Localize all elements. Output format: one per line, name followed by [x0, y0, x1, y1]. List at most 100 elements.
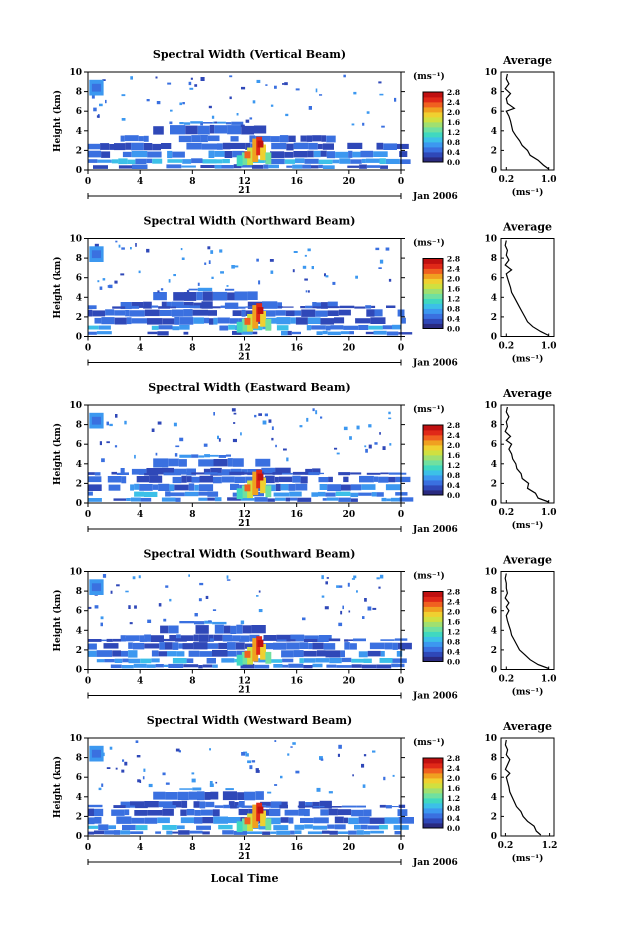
heatmap-cell: [204, 317, 209, 324]
heatmap-cell: [218, 642, 228, 649]
heatmap-cell: [217, 317, 230, 324]
heatmap-cell: [351, 123, 355, 126]
heatmap-cell: [236, 821, 243, 833]
heatmap-cell: [132, 642, 145, 650]
heatmap-cell: [312, 642, 324, 650]
heatmap-cell: [389, 443, 392, 446]
heatmap-cell: [219, 249, 223, 253]
colorbar-swatch: [423, 773, 443, 779]
heatmap-cell: [184, 491, 199, 497]
heatmap-cell: [230, 625, 237, 634]
heatmap-cell: [318, 491, 326, 497]
y-tick-label: 2: [76, 479, 82, 489]
heatmap-cell: [198, 497, 208, 501]
heatmap-cell: [106, 767, 111, 769]
heatmap-cell: [207, 491, 219, 497]
panel-title: Spectral Width (Vertical Beam): [153, 48, 346, 61]
heatmap-cell: [303, 658, 316, 663]
colorbar-swatch: [423, 636, 443, 642]
date-label: Jan 2006: [412, 192, 458, 202]
heatmap-cell: [114, 310, 126, 316]
heatmap-cell: [160, 625, 169, 634]
heatmap-cell: [291, 331, 301, 335]
heatmap-cell: [383, 776, 386, 781]
heatmap-cell: [160, 288, 164, 291]
heatmap-cell: [361, 158, 366, 163]
heatmap-cell: [319, 94, 323, 96]
y-tick-label: 8: [76, 254, 82, 264]
heatmap-cell: [189, 305, 201, 309]
heatmap-cell: [273, 664, 283, 668]
heatmap-cell: [179, 122, 184, 125]
heatmap-cell: [109, 423, 113, 427]
heatmap-cell: [124, 761, 128, 766]
y-tick-label: 4: [76, 127, 82, 137]
panel-1: Spectral Width (Northward Beam) 0 2 4 6 8 10 He…: [52, 215, 557, 369]
heatmap-cell: [281, 330, 288, 336]
heatmap-cell: [386, 331, 399, 336]
x-tick-label: 0: [398, 177, 404, 187]
heatmap-cell: [174, 468, 187, 475]
heatmap-cell: [144, 817, 158, 824]
colorbar-swatch: [423, 278, 443, 284]
heatmap-cell: [121, 638, 135, 642]
colorbar-swatch: [423, 818, 443, 824]
colorbar-tick-label: 0.4: [447, 148, 460, 157]
colorbar-tick-label: 2.8: [447, 88, 460, 97]
heatmap-cell: [112, 306, 126, 309]
heatmap-cell: [299, 425, 303, 428]
average-y-tick-label: 8: [491, 254, 497, 264]
heatmap-cell: [153, 292, 167, 301]
colorbar-tick-label: 0.8: [447, 638, 460, 647]
heatmap-cell: [319, 472, 324, 475]
heatmap-cell: [241, 86, 246, 90]
colorbar-swatch: [423, 646, 443, 652]
heatmap-cell: [97, 159, 112, 163]
heatmap-cell: [386, 305, 396, 308]
heatmap-cell: [177, 791, 189, 801]
colorbar-swatch: [423, 425, 443, 431]
heatmap-cell: [315, 410, 318, 415]
heatmap-cell: [130, 497, 141, 502]
heatmap-cell: [88, 484, 102, 491]
heatmap-cell: [286, 457, 289, 462]
heatmap-cell: [354, 306, 366, 309]
heatmap-cell: [134, 454, 136, 459]
heatmap-cell: [176, 305, 190, 308]
heatmap-cell: [332, 159, 340, 164]
average-x-tick-label: 0.2: [498, 175, 514, 185]
heatmap-cell: [134, 810, 147, 816]
y-tick-label: 10: [69, 68, 82, 78]
heatmap-cell: [88, 309, 93, 317]
heatmap-cell: [361, 763, 365, 768]
heatmap-cell: [214, 497, 222, 502]
heatmap-cell: [325, 581, 328, 585]
heatmap-cell: [362, 616, 365, 619]
heatmap-cell: [322, 330, 328, 335]
colorbar-unit: (ms⁻¹): [413, 404, 445, 415]
heatmap-cell: [276, 317, 291, 325]
heatmap-cell: [88, 472, 95, 475]
heatmap-cell: [191, 454, 199, 458]
heatmap-cell: [147, 151, 162, 158]
heatmap-cell: [379, 824, 388, 830]
heatmap-cell: [376, 142, 384, 150]
colorbar-tick-label: 2.0: [447, 774, 460, 783]
heatmap-cell: [247, 760, 252, 764]
heatmap-cell: [213, 816, 228, 824]
heatmap-cell: [88, 159, 98, 163]
heatmap-cell: [175, 805, 182, 808]
heatmap-cell: [251, 625, 266, 634]
heatmap-cell: [352, 774, 354, 777]
heatmap-cell: [106, 421, 109, 426]
heatmap-cell: [146, 248, 150, 253]
x-tick-label: 20: [343, 177, 356, 187]
heatmap-cell: [326, 135, 336, 143]
heatmap-cell: [181, 165, 196, 168]
heatmap-cell: [283, 306, 294, 308]
y-tick-label: 10: [69, 734, 82, 744]
heatmap-cell: [394, 831, 401, 835]
heatmap-cell: [391, 806, 399, 808]
heatmap-cell: [380, 651, 385, 657]
heatmap-cell: [258, 413, 262, 416]
